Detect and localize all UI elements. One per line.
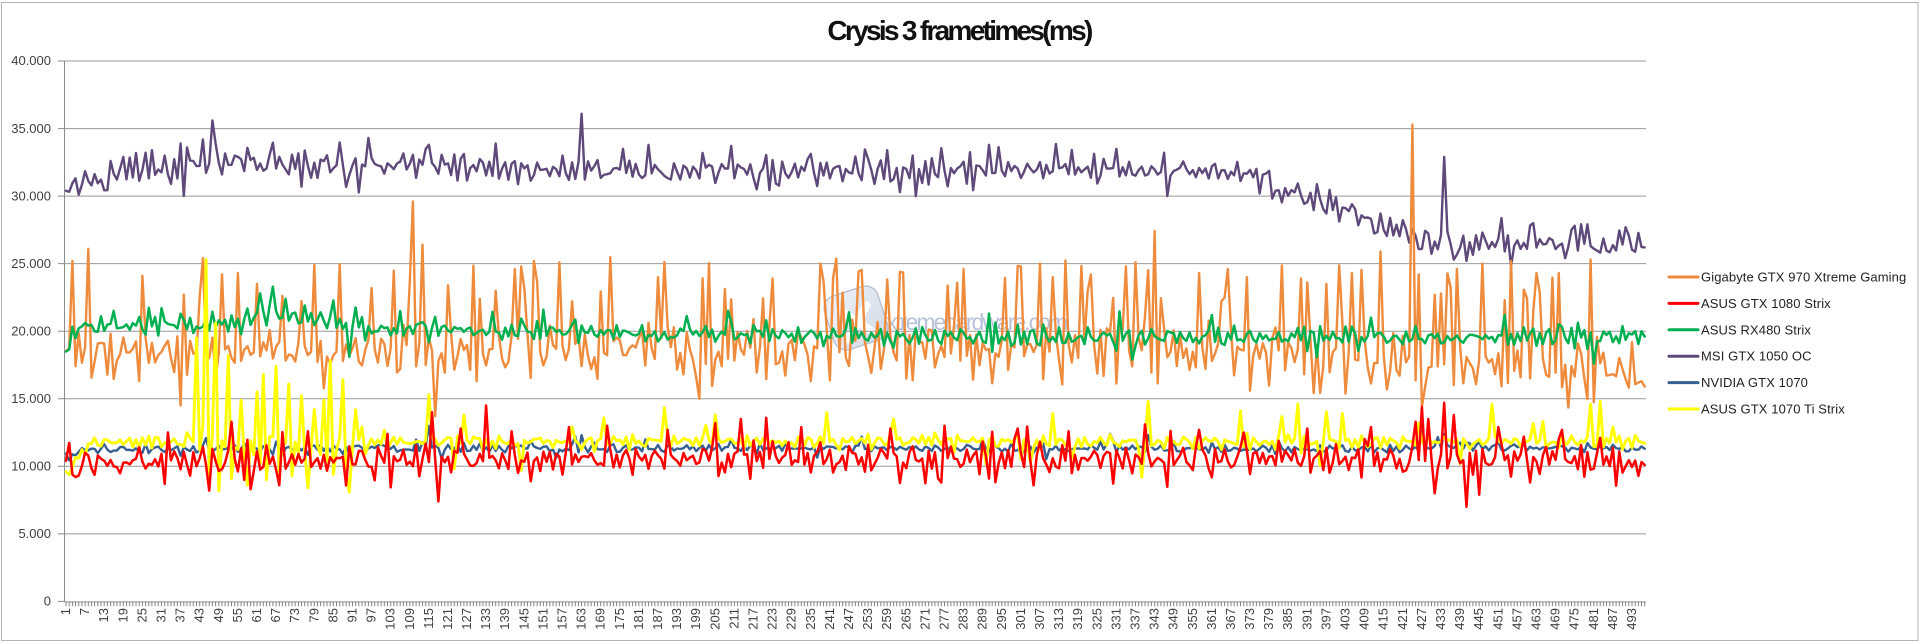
svg-text:487: 487: [1605, 608, 1620, 630]
svg-text:187: 187: [650, 608, 665, 630]
svg-text:1: 1: [58, 608, 73, 615]
svg-text:217: 217: [746, 608, 761, 630]
svg-text:13: 13: [96, 608, 111, 622]
svg-text:325: 325: [1089, 608, 1104, 630]
svg-text:163: 163: [574, 608, 589, 630]
svg-text:115: 115: [421, 608, 436, 629]
svg-text:469: 469: [1548, 608, 1563, 630]
svg-text:331: 331: [1108, 608, 1123, 630]
svg-text:175: 175: [612, 608, 627, 630]
svg-text:169: 169: [593, 608, 608, 630]
svg-text:133: 133: [478, 608, 493, 630]
svg-text:253: 253: [860, 608, 875, 630]
svg-text:61: 61: [249, 608, 264, 622]
svg-text:20.000: 20.000: [11, 323, 51, 338]
svg-text:85: 85: [325, 608, 340, 622]
svg-text:493: 493: [1624, 608, 1639, 630]
svg-text:271: 271: [917, 608, 932, 630]
svg-text:91: 91: [345, 608, 360, 622]
svg-text:301: 301: [1013, 608, 1028, 630]
svg-text:295: 295: [994, 608, 1009, 630]
svg-text:151: 151: [535, 608, 550, 630]
svg-text:73: 73: [287, 608, 302, 622]
svg-text:475: 475: [1567, 608, 1582, 630]
svg-text:40.000: 40.000: [11, 53, 51, 68]
svg-text:223: 223: [765, 608, 780, 630]
svg-text:127: 127: [459, 608, 474, 630]
svg-text:361: 361: [1204, 608, 1219, 630]
svg-text:349: 349: [1166, 608, 1181, 630]
svg-text:421: 421: [1395, 608, 1410, 630]
svg-text:415: 415: [1376, 608, 1391, 630]
svg-text:265: 265: [898, 608, 913, 630]
svg-text:199: 199: [688, 608, 703, 630]
svg-text:337: 337: [1128, 608, 1143, 630]
svg-text:313: 313: [1051, 608, 1066, 630]
svg-text:373: 373: [1242, 608, 1257, 630]
svg-text:451: 451: [1490, 608, 1505, 630]
svg-text:181: 181: [631, 608, 646, 630]
svg-text:319: 319: [1070, 608, 1085, 630]
svg-text:439: 439: [1452, 608, 1467, 630]
svg-text:463: 463: [1529, 608, 1544, 630]
svg-text:193: 193: [669, 608, 684, 630]
svg-text:445: 445: [1471, 608, 1486, 630]
svg-text:5.000: 5.000: [18, 526, 51, 541]
svg-text:25.000: 25.000: [11, 256, 51, 271]
svg-text:19: 19: [115, 608, 130, 622]
svg-text:10.000: 10.000: [11, 459, 51, 474]
svg-text:241: 241: [822, 608, 837, 630]
svg-text:385: 385: [1280, 608, 1295, 630]
svg-text:97: 97: [364, 608, 379, 622]
svg-text:367: 367: [1223, 608, 1238, 630]
svg-text:427: 427: [1414, 608, 1429, 630]
svg-text:139: 139: [497, 608, 512, 630]
svg-text:277: 277: [937, 608, 952, 630]
svg-text:55: 55: [230, 608, 245, 622]
svg-text:205: 205: [707, 608, 722, 630]
svg-text:Crysis 3 frametimes(ms): Crysis 3 frametimes(ms): [827, 15, 1092, 46]
svg-text:259: 259: [879, 608, 894, 630]
svg-text:343: 343: [1147, 608, 1162, 630]
svg-text:49: 49: [211, 608, 226, 622]
svg-text:355: 355: [1185, 608, 1200, 630]
svg-text:43: 43: [192, 608, 207, 622]
svg-text:35.000: 35.000: [11, 121, 51, 136]
svg-text:403: 403: [1338, 608, 1353, 630]
svg-text:379: 379: [1261, 608, 1276, 630]
svg-text:391: 391: [1299, 608, 1314, 630]
svg-text:247: 247: [841, 608, 856, 630]
svg-text:307: 307: [1032, 608, 1047, 630]
svg-text:457: 457: [1509, 608, 1524, 630]
svg-text:37: 37: [173, 608, 188, 622]
svg-text:235: 235: [803, 608, 818, 630]
svg-text:ASUS RX480 Strix: ASUS RX480 Strix: [1701, 322, 1811, 337]
svg-text:67: 67: [268, 608, 283, 622]
svg-text:79: 79: [306, 608, 321, 622]
svg-text:289: 289: [975, 608, 990, 630]
svg-text:229: 229: [784, 608, 799, 630]
svg-text:211: 211: [726, 608, 741, 629]
svg-text:0: 0: [44, 594, 51, 609]
svg-text:31: 31: [154, 608, 169, 622]
svg-text:25: 25: [134, 608, 149, 622]
svg-text:145: 145: [516, 608, 531, 630]
svg-text:433: 433: [1433, 608, 1448, 630]
svg-text:30.000: 30.000: [11, 188, 51, 203]
svg-text:ASUS GTX 1080 Strix: ASUS GTX 1080 Strix: [1701, 296, 1831, 311]
svg-text:157: 157: [555, 608, 570, 630]
svg-text:121: 121: [440, 608, 455, 630]
svg-text:283: 283: [956, 608, 971, 630]
svg-text:MSI GTX 1050 OC: MSI GTX 1050 OC: [1701, 349, 1812, 364]
svg-text:409: 409: [1357, 608, 1372, 630]
svg-text:15.000: 15.000: [11, 391, 51, 406]
svg-text:481: 481: [1586, 608, 1601, 630]
svg-text:7: 7: [77, 608, 92, 615]
svg-text:ASUS GTX 1070 Ti Strix: ASUS GTX 1070 Ti Strix: [1701, 402, 1845, 417]
svg-text:109: 109: [402, 608, 417, 630]
svg-text:Gigabyte GTX 970 Xtreme Gaming: Gigabyte GTX 970 Xtreme Gaming: [1701, 270, 1906, 285]
svg-text:NVIDIA GTX 1070: NVIDIA GTX 1070: [1701, 375, 1808, 390]
svg-text:397: 397: [1318, 608, 1333, 630]
svg-text:103: 103: [383, 608, 398, 630]
